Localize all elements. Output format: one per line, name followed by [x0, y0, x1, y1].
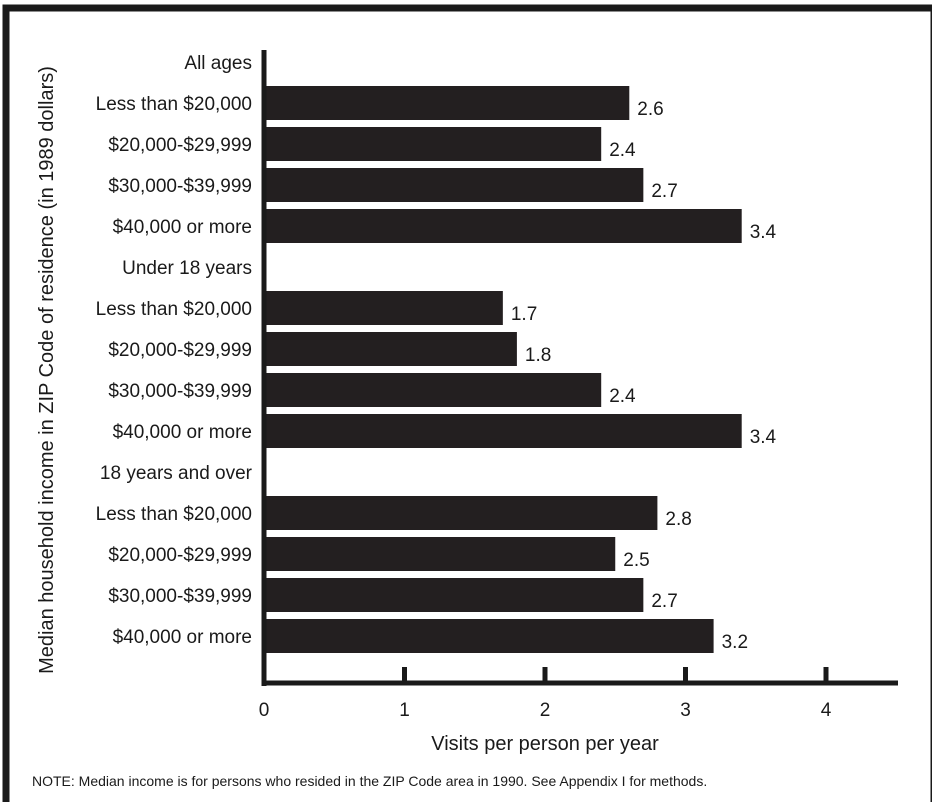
category-label: $40,000 or more [113, 627, 252, 648]
data-label: 2.6 [637, 99, 663, 120]
category-label: $30,000-$39,999 [108, 176, 252, 197]
category-label: $20,000-$29,999 [108, 340, 252, 361]
category-label: $40,000 or more [113, 422, 252, 443]
group-heading: Under 18 years [122, 258, 252, 279]
data-label: 3.2 [722, 632, 748, 653]
data-label: 2.7 [651, 591, 677, 612]
data-label: 1.8 [525, 345, 551, 366]
bar [264, 373, 602, 407]
footnote: NOTE: Median income is for persons who r… [32, 773, 707, 789]
bar [264, 209, 742, 243]
category-label: Less than $20,000 [96, 94, 252, 115]
data-label: 1.7 [511, 304, 537, 325]
data-label: 2.4 [609, 386, 636, 407]
group-heading: All ages [184, 53, 252, 74]
bar [264, 127, 602, 161]
data-label: 2.4 [609, 140, 636, 161]
category-label: $40,000 or more [113, 217, 252, 238]
plot-area: All ages Less than $20,000 2.6 $20,000-$29,… [96, 50, 898, 721]
chart-border [2, 4, 932, 802]
category-label: Less than $20,000 [96, 504, 252, 525]
y-axis-title: Median household income in ZIP Code of r… [36, 66, 58, 674]
bar [264, 332, 517, 366]
category-label: $30,000-$39,999 [108, 381, 252, 402]
x-tick-label: 0 [259, 700, 270, 721]
group-heading: 18 years and over [100, 463, 253, 484]
category-label: $20,000-$29,999 [108, 135, 252, 156]
category-label: Less than $20,000 [96, 299, 252, 320]
x-tick-label: 1 [399, 700, 410, 721]
bar [264, 291, 503, 325]
bar [264, 537, 616, 571]
category-label: $30,000-$39,999 [108, 586, 252, 607]
data-label: 2.8 [665, 509, 691, 530]
x-tick-label: 3 [680, 700, 691, 721]
x-axis-title: Visits per person per year [431, 733, 659, 755]
bar [264, 86, 630, 120]
bar [264, 578, 644, 612]
bar [264, 619, 714, 653]
bar [264, 168, 644, 202]
x-tick-label: 2 [540, 700, 551, 721]
bar [264, 414, 742, 448]
x-tick-label: 4 [821, 700, 832, 721]
bar [264, 496, 658, 530]
data-label: 2.7 [651, 181, 677, 202]
data-label: 3.4 [750, 222, 777, 243]
data-label: 2.5 [623, 550, 649, 571]
data-label: 3.4 [750, 427, 777, 448]
category-label: $20,000-$29,999 [108, 545, 252, 566]
